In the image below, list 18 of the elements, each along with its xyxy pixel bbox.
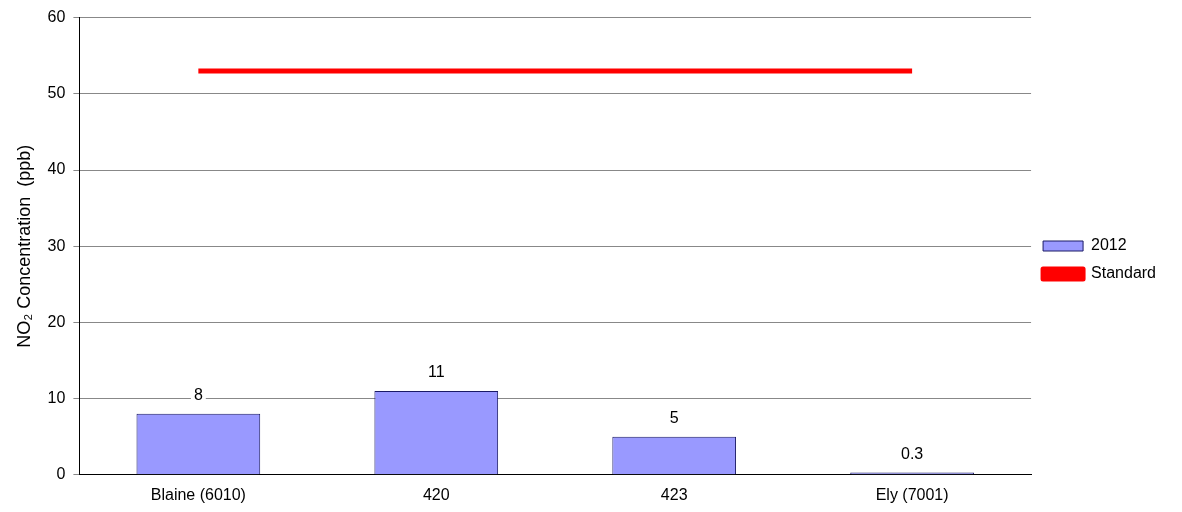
x-tick-label: 423 <box>660 485 688 503</box>
data-label: 8 <box>193 386 203 404</box>
x-tick-label: 420 <box>422 485 450 503</box>
y-tick-label: 50 <box>47 84 66 102</box>
x-tick-label: Ely (7001) <box>875 485 949 503</box>
y-tick-label: 60 <box>47 8 66 26</box>
y-tick-label: 10 <box>47 389 66 407</box>
y-tick-label: 20 <box>47 312 66 330</box>
y-tick-label: 0 <box>56 465 66 483</box>
legend-label: 2012 <box>1091 236 1127 254</box>
data-label: 5 <box>669 409 679 427</box>
x-tick-label: Blaine (6010) <box>150 485 246 503</box>
data-label: 11 <box>427 363 445 381</box>
data-label: 0.3 <box>900 444 924 462</box>
y-axis-title: NO₂ Concentration (ppb) <box>13 144 34 348</box>
y-tick-label: 40 <box>47 160 66 178</box>
y-tick-label: 30 <box>47 236 66 254</box>
legend-label: Standard <box>1091 264 1156 282</box>
